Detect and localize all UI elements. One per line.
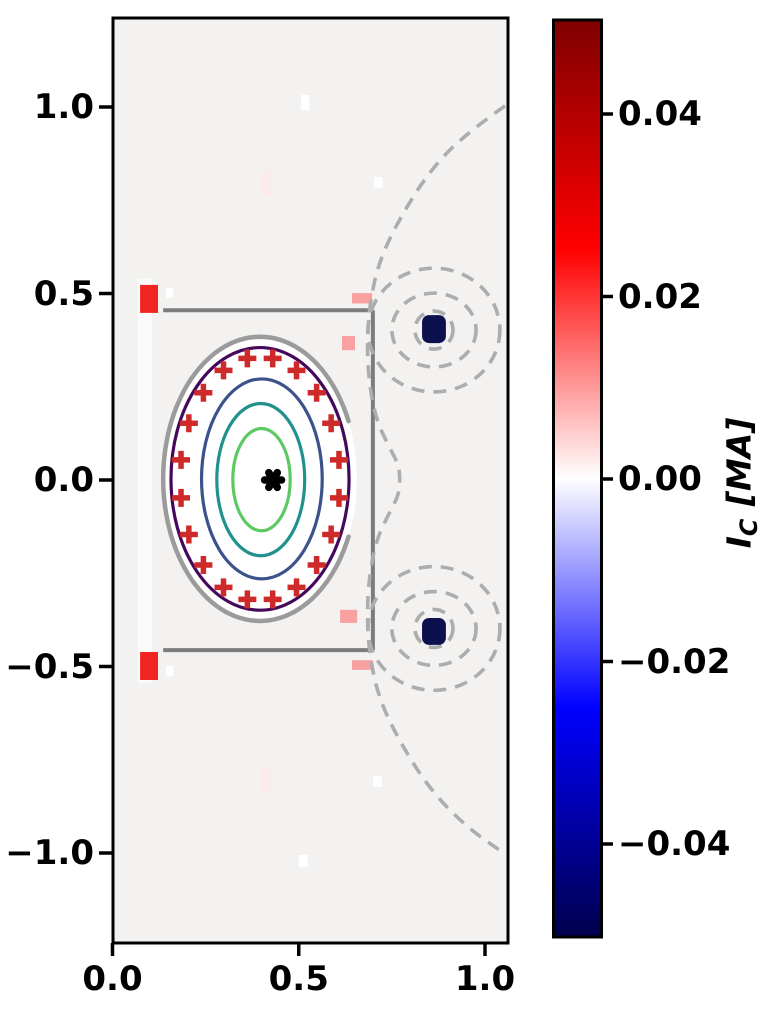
coil-flux-contour: [413, 607, 455, 650]
control-point: [179, 525, 198, 544]
control-point: [307, 556, 326, 575]
control-point: [194, 383, 213, 402]
control-point: [263, 590, 282, 609]
colorbar-label-subscript: C: [734, 518, 763, 537]
control-point: [194, 556, 213, 575]
y-tick-label: 0.0: [33, 460, 94, 500]
faint-cell: [261, 170, 271, 197]
plasma-interior: [163, 336, 357, 621]
vessel-walls: [163, 308, 375, 653]
colorbar-tick-label: 0.02: [618, 276, 702, 317]
control-point: [172, 488, 191, 507]
colorbar-axis-label: IC [MA]: [719, 417, 763, 549]
axis-marker-arm: [265, 468, 282, 492]
flux-surface: [199, 377, 324, 581]
x-tick-label: 1.0: [454, 959, 516, 999]
y-tick-label: 0.5: [33, 273, 94, 314]
plasma-flux-contours: [169, 345, 351, 612]
colorbar-tick-label: 0.00: [618, 459, 702, 499]
coil-cell-negative: [422, 315, 446, 344]
zero-cell: [166, 287, 174, 298]
current-density-cells: [137, 95, 383, 868]
colorbar-label-unit: [MA]: [719, 417, 759, 507]
control-point: [172, 450, 191, 469]
colorbar-gradient: [553, 20, 602, 937]
control-point: [263, 349, 282, 368]
control-point-markers: [172, 349, 348, 609]
limiter-contour: [160, 334, 351, 624]
y-tick-label: −0.5: [5, 646, 94, 687]
coil-flux-contour: [413, 309, 455, 351]
coil-flux-contour: [390, 291, 478, 369]
y-tick-label: 1.0: [33, 87, 94, 127]
y-tick-label: −1.0: [5, 833, 94, 873]
magnetic-axis-marker: [260, 468, 286, 492]
colorbar-tick-label: −0.04: [618, 824, 731, 864]
solenoid-column: [137, 278, 152, 684]
zero-cell: [298, 854, 308, 868]
control-point: [329, 488, 348, 507]
axis-ticks: [99, 105, 487, 956]
external-flux-contours: [365, 104, 507, 856]
zero-cell: [372, 776, 382, 787]
faint-cell: [261, 768, 271, 793]
x-tick-label: 0.5: [268, 959, 329, 999]
coil-cell-weak: [352, 293, 373, 304]
colorbar-tick-label: −0.02: [618, 641, 731, 682]
colorbar-label-symbol: I: [719, 536, 759, 549]
plasma-region-fill: [163, 336, 357, 621]
coil-cell-weak: [342, 336, 355, 351]
coil-flux-contour: [390, 589, 478, 668]
control-point: [238, 590, 257, 609]
flux-surface: [215, 401, 307, 558]
limiter-curve: [160, 334, 351, 624]
control-point: [214, 578, 233, 597]
control-point: [322, 414, 341, 433]
control-point: [179, 414, 198, 433]
colorbar-tick-label: 0.04: [618, 94, 702, 134]
x-tick-label: 0.0: [82, 959, 143, 999]
axes-content: [137, 95, 507, 868]
coil-cell-positive: [140, 652, 158, 680]
coil-markers: [422, 315, 446, 645]
control-point: [238, 349, 257, 368]
zero-cell: [166, 666, 174, 677]
control-point: [287, 578, 306, 597]
external-separatrix: [365, 104, 507, 856]
control-point: [214, 361, 233, 380]
control-point: [329, 450, 348, 469]
flux-surface: [231, 426, 292, 533]
control-point: [322, 525, 341, 544]
coil-cell-positive: [140, 284, 158, 313]
zero-cell: [374, 177, 383, 188]
control-point: [287, 361, 306, 380]
coil-cell-weak: [340, 609, 358, 623]
colorbar: [552, 18, 613, 939]
coil-cell-negative: [422, 618, 446, 645]
zero-cell: [301, 95, 310, 110]
control-point: [307, 383, 326, 402]
coil-cell-weak: [352, 660, 373, 670]
flux-surface: [169, 345, 351, 612]
